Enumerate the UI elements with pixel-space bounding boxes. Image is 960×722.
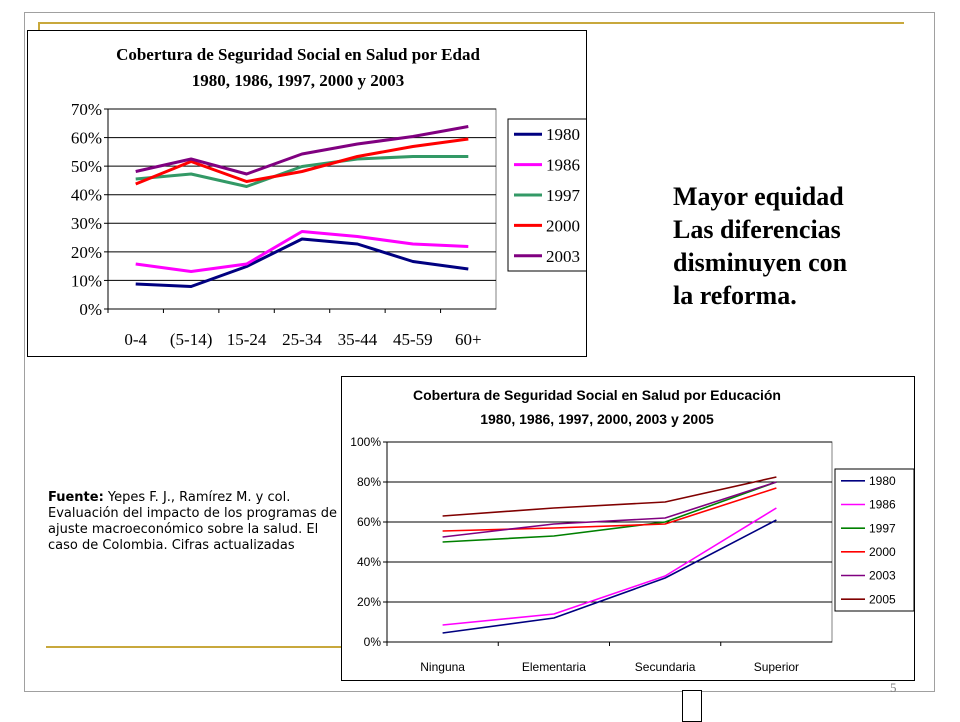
page-number: 5 [890, 680, 897, 695]
age-coverage-chart: Cobertura de Seguridad Social en Salud p… [27, 30, 589, 357]
legend-label-2000: 2000 [546, 216, 580, 235]
chart-title: Cobertura de Seguridad Social en Salud p… [413, 387, 781, 403]
legend-label-2000: 2000 [869, 545, 896, 559]
equity-line-3: disminuyen con [673, 248, 848, 277]
series-line-1997 [135, 155, 469, 188]
education-coverage-chart: Cobertura de Seguridad Social en Salud p… [341, 376, 915, 681]
y-tick-label: 50% [71, 157, 102, 176]
x-tick-label: Superior [754, 660, 799, 674]
chart-subtitle: 1980, 1986, 1997, 2000 y 2003 [192, 71, 405, 90]
chart-subtitle: 1980, 1986, 1997, 2000, 2003 y 2005 [480, 411, 714, 427]
series-line-2000 [442, 487, 777, 532]
y-tick-label: 60% [71, 129, 102, 148]
series-line-2000 [135, 137, 469, 186]
y-tick-label: 20% [357, 595, 381, 609]
y-tick-label: 60% [357, 515, 381, 529]
source-caption-text: Yepes F. J., Ramírez M. y col. Evaluació… [48, 490, 338, 553]
y-tick-label: 20% [71, 243, 102, 262]
education-coverage-chart-svg: Cobertura de Seguridad Social en Salud p… [350, 387, 915, 674]
x-tick-label: Ninguna [420, 660, 465, 674]
source-caption: Fuente: Yepes F. J., Ramírez M. y col. E… [48, 490, 338, 554]
series-line-2003 [135, 125, 469, 176]
y-tick-label: 30% [71, 214, 102, 233]
x-tick-label: 25-34 [282, 330, 322, 349]
y-tick-label: 40% [71, 186, 102, 205]
series-line-1997 [442, 481, 777, 543]
series-line-1986 [135, 230, 469, 273]
equity-statement: Mayor equidad Las diferencias disminuyen… [673, 180, 923, 312]
x-tick-label: Secundaria [635, 660, 696, 674]
x-tick-label: 45-59 [393, 330, 433, 349]
legend-label-2005: 2005 [869, 592, 896, 606]
series-line-2005 [442, 476, 777, 517]
legend-label-1997: 1997 [869, 521, 896, 535]
x-tick-label: 0-4 [124, 330, 147, 349]
series-line-1986 [442, 507, 777, 626]
x-tick-label: 60+ [455, 330, 482, 349]
legend-label-2003: 2003 [869, 569, 896, 583]
source-caption-label: Fuente: [48, 490, 104, 505]
y-tick-label: 0% [364, 635, 382, 649]
legend-box [834, 468, 915, 612]
chart-title: Cobertura de Seguridad Social en Salud p… [116, 45, 480, 64]
legend-label-1986: 1986 [546, 156, 580, 175]
legend-label-1980: 1980 [546, 125, 580, 144]
plot-area [107, 108, 497, 310]
legend-label-2003: 2003 [546, 247, 580, 266]
equity-line-1: Mayor equidad [673, 182, 844, 211]
mid-rule [46, 646, 342, 648]
legend-label-1997: 1997 [546, 186, 581, 205]
equity-line-4: la reforma. [673, 281, 797, 310]
equity-line-2: Las diferencias [673, 215, 841, 244]
series-line-2003 [442, 481, 777, 538]
y-tick-label: 40% [357, 555, 381, 569]
legend-label-1980: 1980 [869, 474, 896, 488]
slide-frame [24, 12, 935, 692]
x-tick-label: (5-14) [170, 330, 212, 349]
y-tick-label: 10% [71, 271, 102, 290]
series-line-1980 [135, 237, 469, 288]
y-tick-label: 100% [350, 435, 381, 449]
x-tick-label: Elementaria [522, 660, 586, 674]
y-tick-label: 0% [79, 300, 102, 319]
top-rule [38, 22, 904, 24]
top-rule-tick [38, 22, 40, 36]
x-tick-label: 35-44 [338, 330, 378, 349]
series-line-1980 [442, 519, 777, 634]
x-tick-label: 15-24 [227, 330, 267, 349]
bottom-placeholder-box [682, 690, 702, 722]
age-coverage-chart-svg: Cobertura de Seguridad Social en Salud p… [71, 45, 589, 349]
y-tick-label: 80% [357, 475, 381, 489]
legend-label-1986: 1986 [869, 498, 896, 512]
y-tick-label: 70% [71, 100, 102, 119]
